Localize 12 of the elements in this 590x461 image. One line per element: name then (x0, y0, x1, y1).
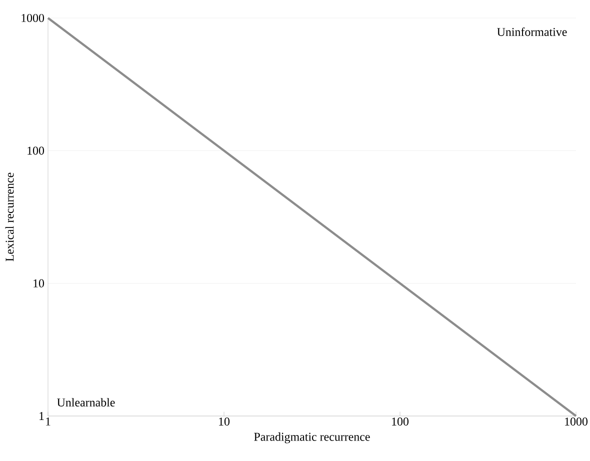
x-axis-title: Paradigmatic recurrence (254, 432, 370, 444)
y-tick-label: 10 (34, 279, 44, 288)
annotation: Unlearnable (57, 398, 115, 407)
x-tick-label: 100 (392, 418, 409, 426)
x-tick-label: 1000 (565, 418, 588, 426)
y-tick-label: 1000 (22, 14, 44, 22)
x-tick-label: 1 (46, 418, 50, 426)
x-tick-label: 10 (219, 418, 230, 426)
y-tick-label: 1 (40, 412, 44, 420)
y-tick-label: 100 (28, 146, 44, 155)
y-axis-title: Lexical recurrence (5, 172, 14, 262)
annotation: Uninformative (497, 27, 567, 36)
